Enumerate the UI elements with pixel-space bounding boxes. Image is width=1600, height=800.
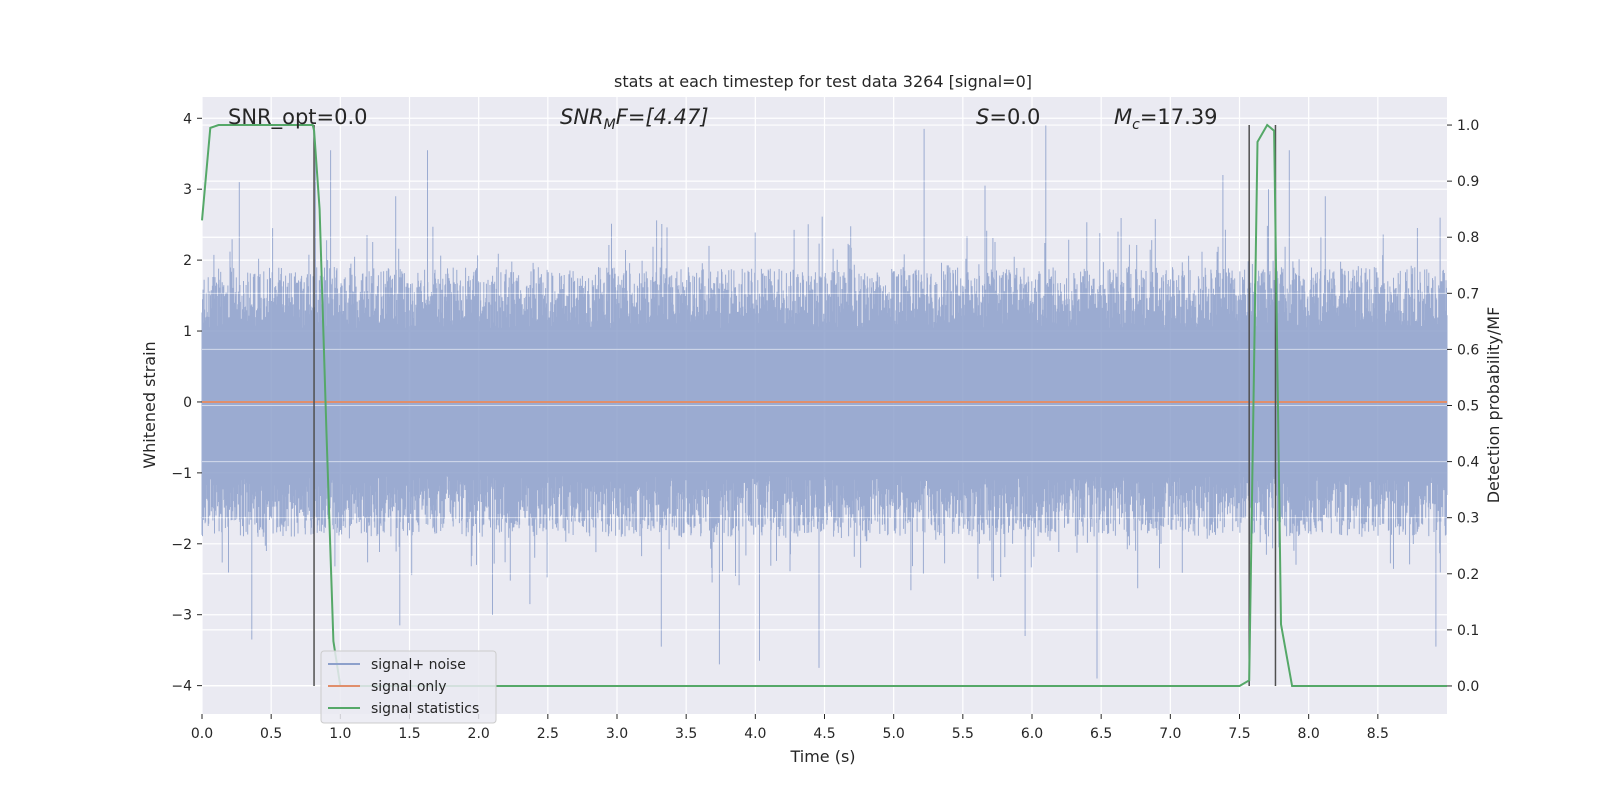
annotations: SNR_opt=0.0 SNRMF=[4.47] S=0.0 Mc=17.39 <box>228 105 1218 133</box>
annotation-s-symbol: S <box>976 105 989 129</box>
x-tick-label: 6.5 <box>1090 726 1112 742</box>
y-left-tick-label: −4 <box>171 679 192 695</box>
series-signal-statistics <box>201 123 1447 687</box>
y-right-tick-label: 0.8 <box>1457 230 1479 246</box>
x-tick-label: 2.5 <box>537 726 559 742</box>
y-left-tick-label: 2 <box>183 253 192 269</box>
x-tick-label: 4.0 <box>744 726 766 742</box>
annotation-snr-mf-symbol: SNR <box>560 105 604 129</box>
y-left-tick-label: 4 <box>183 111 192 127</box>
annotation-mc: Mc=17.39 <box>1114 105 1218 133</box>
x-tick-label: 3.0 <box>606 726 628 742</box>
y-right-tick-label: 0.2 <box>1457 567 1479 583</box>
signal-statistics-line <box>201 123 1447 687</box>
x-axis-ticks: 0.0 0.5 1.0 1.5 2.0 2.5 3.0 3.5 4.0 4.5 5.0 5.5 6.0 6… <box>191 714 1389 742</box>
annotation-snr-mf: SNRMF=[4.47] <box>560 105 709 133</box>
y-right-tick-label: 0.5 <box>1457 399 1479 415</box>
y-right-tick-label: 0.1 <box>1457 623 1479 639</box>
y-right-tick-label: 0.9 <box>1457 174 1479 190</box>
y-left-tick-label: 1 <box>183 324 192 340</box>
x-axis-label: Time (s) <box>789 747 855 766</box>
y-left-tick-label: 3 <box>183 182 192 198</box>
x-tick-label: 0.0 <box>191 726 213 742</box>
x-tick-label: 3.5 <box>675 726 697 742</box>
y-right-tick-label: 1.0 <box>1457 118 1479 134</box>
legend: signal+ noise signal only signal statist… <box>320 650 497 724</box>
annotation-snr-opt: SNR_opt=0.0 <box>228 105 368 130</box>
legend-label-signal-statistics: signal statistics <box>371 701 479 717</box>
x-tick-label: 8.5 <box>1367 726 1389 742</box>
x-tick-label: 1.0 <box>329 726 351 742</box>
annotation-s-value: =0.0 <box>989 105 1040 129</box>
annotation-mc-subscript: c <box>1132 117 1140 133</box>
y-left-tick-label: −1 <box>171 466 192 482</box>
y-left-axis-ticks: −4 −3 −2 −1 0 1 2 3 4 <box>171 111 202 695</box>
x-tick-label: 6.0 <box>1021 726 1043 742</box>
y-left-axis-label: Whitened strain <box>140 341 159 468</box>
x-tick-label: 7.5 <box>1228 726 1250 742</box>
annotation-snr-mf-value: F=[4.47] <box>616 105 709 129</box>
legend-box <box>320 650 497 724</box>
x-tick-label: 2.0 <box>468 726 490 742</box>
y-right-tick-label: 0.3 <box>1457 511 1479 527</box>
y-right-axis-ticks: 0.0 0.1 0.2 0.3 0.4 0.5 0.6 0.7 0.8 0.9 1.0 <box>1447 118 1479 695</box>
y-right-tick-label: 0.6 <box>1457 342 1479 358</box>
y-left-tick-label: −3 <box>171 608 192 624</box>
x-tick-label: 5.0 <box>883 726 905 742</box>
annotation-mc-value: =17.39 <box>1140 105 1218 129</box>
annotation-s: S=0.0 <box>976 105 1040 129</box>
x-tick-label: 1.5 <box>398 726 420 742</box>
y-right-tick-label: 0.0 <box>1457 679 1479 695</box>
x-tick-label: 4.5 <box>813 726 835 742</box>
x-tick-label: 5.5 <box>952 726 974 742</box>
y-left-tick-label: −2 <box>171 537 192 553</box>
annotation-mc-symbol: M <box>1114 105 1132 129</box>
y-right-tick-label: 0.7 <box>1457 286 1479 302</box>
legend-label-signal-only: signal only <box>371 679 446 695</box>
chart-title: stats at each timestep for test data 326… <box>614 72 1032 91</box>
x-tick-label: 8.0 <box>1298 726 1320 742</box>
y-left-tick-label: 0 <box>183 395 192 411</box>
y-right-tick-label: 0.4 <box>1457 455 1479 471</box>
y-right-axis-label: Detection probability/MF <box>1484 307 1503 504</box>
x-tick-label: 0.5 <box>260 726 282 742</box>
annotation-snr-mf-subscript: M <box>604 117 616 133</box>
legend-label-signal-noise: signal+ noise <box>371 657 466 673</box>
x-tick-label: 7.0 <box>1159 726 1181 742</box>
